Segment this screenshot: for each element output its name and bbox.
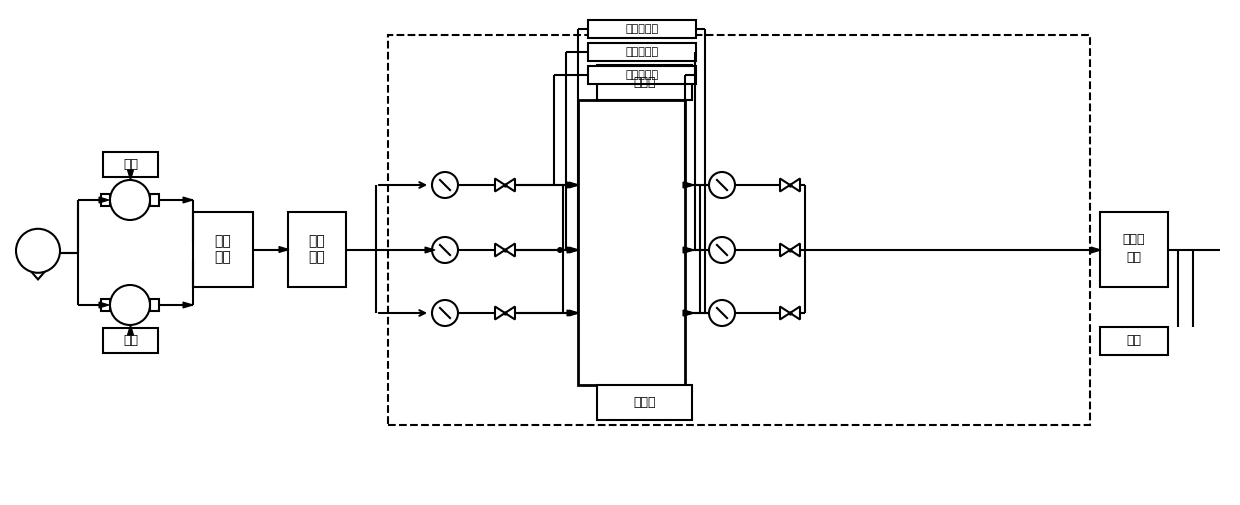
- Polygon shape: [128, 170, 134, 180]
- Polygon shape: [425, 247, 435, 253]
- Polygon shape: [99, 302, 109, 308]
- Polygon shape: [184, 197, 193, 203]
- Polygon shape: [780, 178, 790, 191]
- Circle shape: [16, 229, 60, 273]
- Polygon shape: [505, 243, 515, 257]
- Circle shape: [110, 180, 150, 220]
- Circle shape: [709, 172, 735, 198]
- Polygon shape: [99, 197, 109, 203]
- Polygon shape: [495, 178, 505, 191]
- Polygon shape: [567, 310, 577, 316]
- Circle shape: [110, 285, 150, 325]
- Circle shape: [432, 172, 458, 198]
- Text: 压力机: 压力机: [634, 76, 656, 89]
- Polygon shape: [22, 262, 53, 279]
- Text: 压差传感器: 压差传感器: [625, 24, 658, 34]
- Text: 氮气: 氮气: [123, 334, 138, 347]
- Bar: [100, 299, 110, 311]
- Polygon shape: [790, 178, 800, 191]
- Polygon shape: [683, 247, 693, 253]
- Polygon shape: [184, 302, 193, 308]
- Text: 装置: 装置: [309, 250, 325, 265]
- Bar: [100, 194, 110, 206]
- Polygon shape: [684, 247, 694, 253]
- Bar: [1100, 212, 1168, 287]
- Bar: [193, 212, 253, 287]
- Text: 压差传感器: 压差传感器: [625, 70, 658, 80]
- Polygon shape: [683, 310, 693, 316]
- Polygon shape: [495, 307, 505, 320]
- Bar: [103, 152, 157, 177]
- Text: 装置: 装置: [215, 250, 232, 265]
- Bar: [588, 43, 696, 61]
- Polygon shape: [790, 307, 800, 320]
- Bar: [1100, 327, 1168, 355]
- Text: 搅拌: 搅拌: [215, 234, 232, 248]
- Polygon shape: [683, 182, 693, 188]
- Text: 压差传感器: 压差传感器: [625, 47, 658, 57]
- Text: 加热: 加热: [309, 234, 325, 248]
- Circle shape: [432, 237, 458, 263]
- Bar: [103, 328, 157, 353]
- Polygon shape: [569, 182, 579, 188]
- Polygon shape: [567, 247, 577, 253]
- Bar: [150, 299, 159, 311]
- Bar: [150, 194, 159, 206]
- Bar: [596, 65, 692, 100]
- Bar: [578, 100, 684, 385]
- Circle shape: [709, 300, 735, 326]
- Circle shape: [557, 247, 563, 253]
- Text: 天平: 天平: [1126, 334, 1142, 347]
- Text: 回压调: 回压调: [1122, 233, 1146, 246]
- Polygon shape: [505, 178, 515, 191]
- Polygon shape: [790, 243, 800, 257]
- Polygon shape: [780, 307, 790, 320]
- Bar: [288, 212, 346, 287]
- Text: 氮气: 氮气: [123, 158, 138, 171]
- Bar: [588, 20, 696, 38]
- Polygon shape: [569, 310, 579, 316]
- Polygon shape: [780, 243, 790, 257]
- Polygon shape: [569, 247, 579, 253]
- Bar: [388, 35, 1090, 425]
- Polygon shape: [495, 243, 505, 257]
- Polygon shape: [279, 246, 289, 252]
- Circle shape: [709, 237, 735, 263]
- Circle shape: [432, 300, 458, 326]
- Bar: [596, 385, 692, 420]
- Polygon shape: [1091, 247, 1101, 253]
- Bar: [588, 66, 696, 84]
- Text: 压力机: 压力机: [634, 396, 656, 409]
- Polygon shape: [128, 325, 134, 335]
- Text: 节器: 节器: [1126, 251, 1142, 264]
- Polygon shape: [684, 182, 694, 188]
- Polygon shape: [567, 182, 577, 188]
- Polygon shape: [505, 307, 515, 320]
- Polygon shape: [684, 310, 694, 316]
